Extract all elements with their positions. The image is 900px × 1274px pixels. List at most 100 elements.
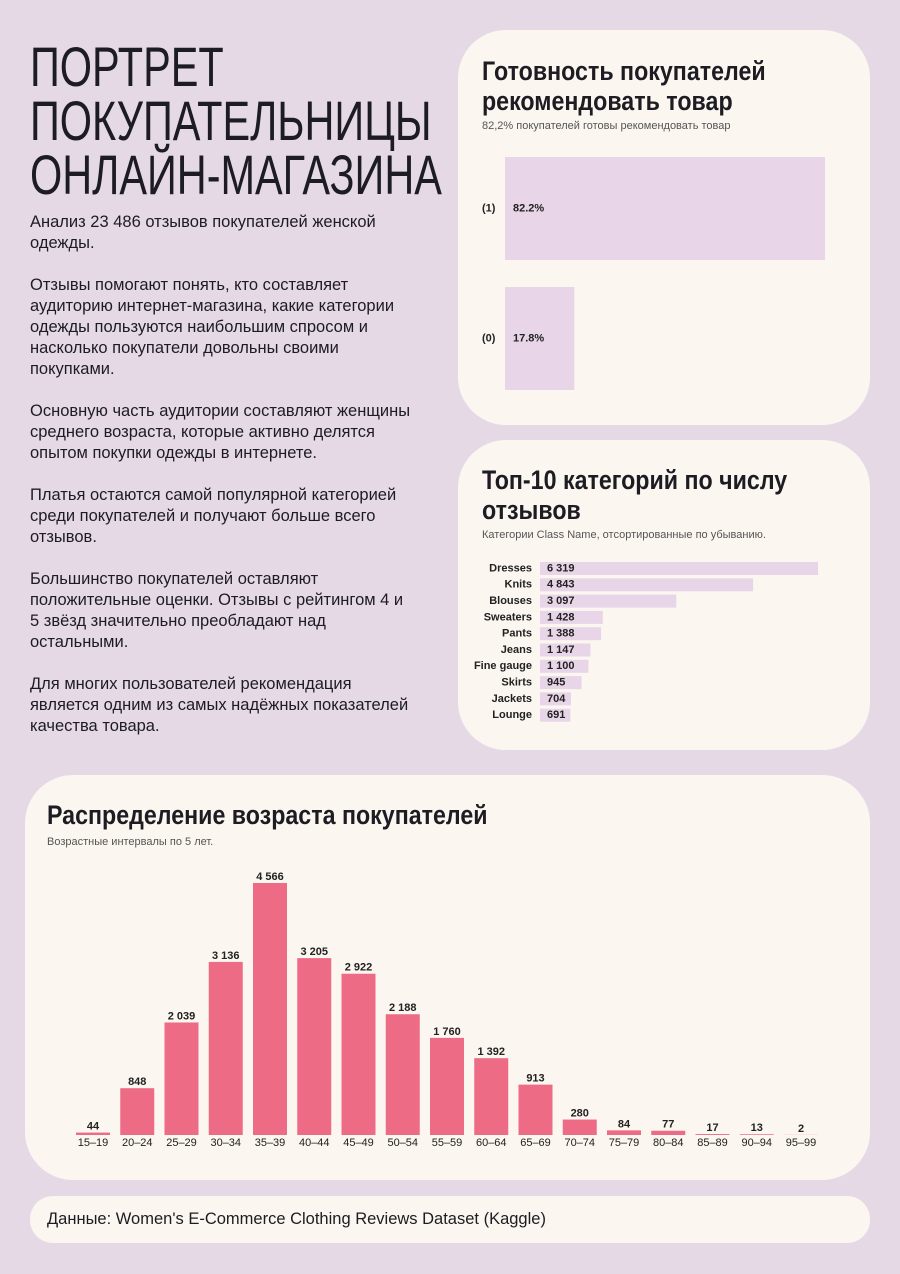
x-tick-label: 90–94	[741, 1137, 772, 1149]
bar	[208, 961, 243, 1135]
title-line: ПОКУПАТЕЛЬНИЦЫ	[30, 89, 432, 152]
bar	[430, 1037, 464, 1135]
title-line: ОНЛАЙН-МАГАЗИНА	[30, 143, 442, 206]
bar	[297, 958, 332, 1135]
x-tick-label: 20–24	[122, 1137, 153, 1149]
bar	[695, 1134, 730, 1135]
value-label: 44	[87, 1120, 100, 1132]
category-label: Jackets	[492, 693, 532, 705]
value-label: 1 392	[477, 1046, 505, 1058]
x-tick-label: 70–74	[564, 1137, 595, 1149]
bar	[341, 973, 376, 1135]
category-label: Jeans	[501, 644, 532, 656]
footer: Данные: Women's E-Commerce Clothing Revi…	[47, 1210, 546, 1228]
chart-title: Готовность покупателей рекомендовать тов…	[482, 56, 766, 116]
paragraph: Отзывы помогают понять, кто составляет а…	[30, 276, 395, 378]
value-label: 691	[547, 709, 565, 721]
value-label: 13	[751, 1122, 763, 1134]
category-label: Dresses	[489, 562, 532, 574]
category-label: Lounge	[492, 709, 532, 721]
bar	[540, 562, 818, 575]
bar	[562, 1119, 597, 1135]
value-label: 1 760	[433, 1026, 461, 1038]
x-tick-label: 85–89	[697, 1137, 728, 1149]
category-label: Knits	[505, 579, 533, 591]
bar	[385, 1014, 420, 1135]
paragraph: Для многих пользователей рекомендация яв…	[30, 675, 409, 735]
x-tick-label: 35–39	[255, 1137, 286, 1149]
bar	[76, 1132, 110, 1135]
category-label: Fine gauge	[474, 660, 532, 672]
chart-subtitle: 82,2% покупателей готовы рекомендовать т…	[482, 120, 731, 132]
paragraphs: Анализ 23 486 отзывов покупателей женско…	[30, 212, 415, 758]
bar	[518, 1084, 553, 1135]
bar	[540, 627, 602, 641]
value-label: 17.8%	[513, 332, 544, 344]
value-label: 1 388	[547, 628, 575, 640]
chart-title: Распределение возраста покупателей	[47, 800, 488, 830]
bar	[540, 659, 589, 673]
paragraph: Анализ 23 486 отзывов покупателей женско…	[30, 213, 376, 252]
value-label: 704	[547, 693, 566, 705]
x-tick-label: 75–79	[609, 1137, 640, 1149]
category-label: (1)	[482, 202, 496, 214]
bar	[540, 610, 603, 624]
value-label: 280	[571, 1107, 589, 1119]
chart-subtitle: Возрастные интервалы по 5 лет.	[47, 836, 214, 848]
category-label: (0)	[482, 332, 496, 344]
x-tick-label: 55–59	[432, 1137, 463, 1149]
category-label: Blouses	[489, 595, 532, 607]
x-tick-label: 40–44	[299, 1137, 330, 1149]
card	[30, 1196, 870, 1243]
category-label: Skirts	[501, 677, 532, 689]
value-label: 913	[526, 1073, 544, 1085]
category-label: Pants	[502, 628, 532, 640]
chart-subtitle: Категории Class Name, отсортированные по…	[482, 529, 766, 541]
x-tick-label: 50–54	[387, 1137, 418, 1149]
x-tick-label: 30–34	[210, 1137, 241, 1149]
bar	[540, 708, 571, 722]
x-tick-label: 45–49	[343, 1137, 374, 1149]
value-label: 1 428	[547, 611, 575, 623]
bar	[164, 1022, 199, 1135]
value-label: 2 039	[168, 1010, 196, 1022]
x-tick-label: 60–64	[476, 1137, 507, 1149]
paragraph: Основную часть аудитории составляют женщ…	[30, 402, 411, 462]
bar	[474, 1058, 509, 1135]
value-label: 6 319	[547, 562, 575, 574]
value-label: 2 922	[345, 962, 373, 974]
bar	[540, 643, 591, 657]
value-label: 848	[128, 1076, 146, 1088]
bar	[540, 692, 571, 706]
value-label: 1 100	[547, 660, 575, 672]
value-label: 1 147	[547, 644, 575, 656]
value-label: 3 097	[547, 595, 575, 607]
value-label: 3 136	[212, 950, 240, 962]
title-line: ПОРТРЕТ	[30, 35, 224, 98]
chart-title: Топ-10 категорий по числу отзывов	[482, 465, 788, 525]
value-label: 945	[547, 677, 565, 689]
x-tick-label: 95–99	[786, 1137, 817, 1149]
value-label: 77	[662, 1119, 674, 1131]
x-tick-label: 65–69	[520, 1137, 551, 1149]
bar	[505, 287, 575, 390]
paragraph: Большинство покупателей оставляют положи…	[30, 570, 404, 651]
value-label: 3 205	[300, 946, 328, 958]
value-label: 4 566	[256, 871, 284, 883]
bar	[607, 1130, 641, 1135]
value-label: 4 843	[547, 579, 575, 591]
bar	[739, 1134, 774, 1135]
value-label: 2	[798, 1123, 804, 1135]
bar	[540, 676, 582, 690]
bar	[120, 1088, 155, 1135]
category-label: Sweaters	[484, 611, 532, 623]
bar	[505, 157, 825, 260]
x-tick-label: 15–19	[78, 1137, 109, 1149]
x-tick-label: 25–29	[166, 1137, 197, 1149]
bar	[540, 594, 677, 608]
value-label: 17	[706, 1122, 718, 1134]
bar	[651, 1130, 686, 1135]
bar	[253, 883, 287, 1135]
